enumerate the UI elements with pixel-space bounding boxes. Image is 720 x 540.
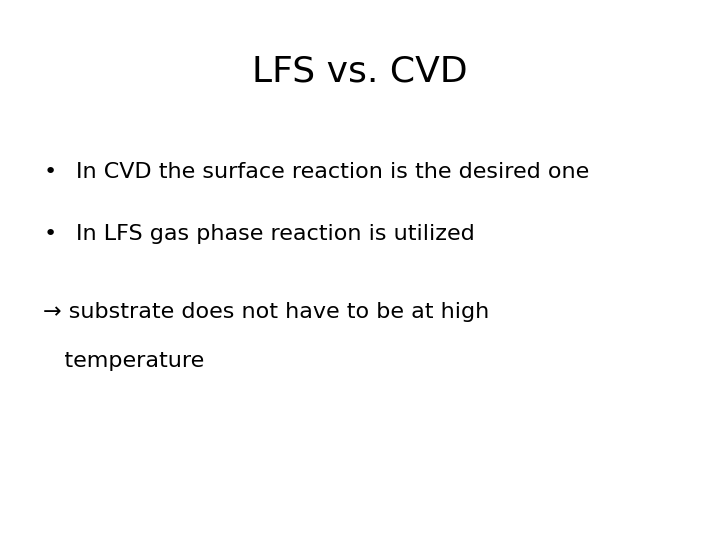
Text: → substrate does not have to be at high: → substrate does not have to be at high [43, 302, 490, 322]
Text: In LFS gas phase reaction is utilized: In LFS gas phase reaction is utilized [76, 224, 474, 244]
Text: •: • [43, 224, 56, 244]
Text: •: • [43, 162, 56, 182]
Text: temperature: temperature [43, 351, 204, 371]
Text: LFS vs. CVD: LFS vs. CVD [252, 54, 468, 88]
Text: In CVD the surface reaction is the desired one: In CVD the surface reaction is the desir… [76, 162, 589, 182]
